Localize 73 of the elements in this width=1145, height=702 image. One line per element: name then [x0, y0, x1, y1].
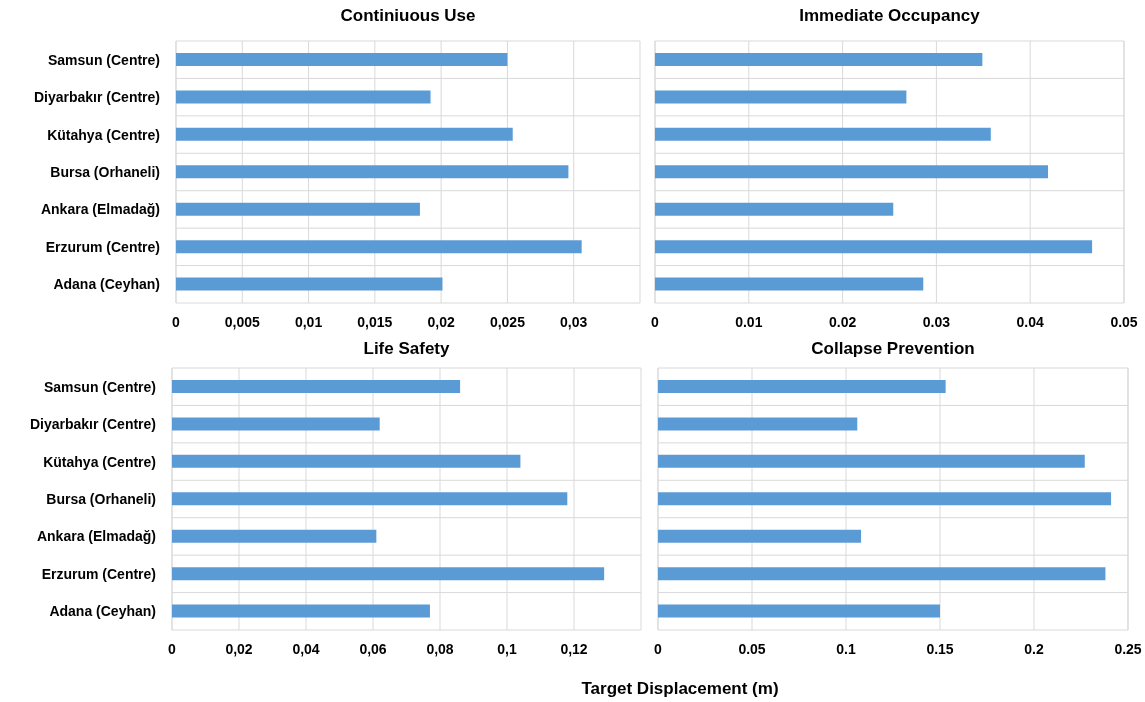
x-tick-label: 0	[654, 640, 663, 657]
x-tick-label: 0.1	[836, 640, 856, 657]
bar	[655, 277, 924, 291]
bar	[172, 417, 380, 431]
bar	[655, 90, 907, 104]
bar	[655, 127, 991, 141]
x-tick-label: 0	[168, 640, 177, 657]
x-tick-label: 0,06	[359, 640, 387, 657]
x-tick-label: 0	[651, 313, 660, 330]
y-tick-label: Samsun (Centre)	[47, 51, 160, 68]
y-tick-label: Erzurum (Centre)	[45, 238, 160, 255]
chart-title: Immediate Occupancy	[798, 6, 981, 26]
y-tick-label: Kütahya (Centre)	[43, 453, 156, 470]
x-tick-label: 0	[172, 313, 181, 330]
bar	[172, 604, 430, 618]
x-tick-label: 0,1	[497, 640, 517, 657]
x-tick-label: 0.2	[1024, 640, 1044, 657]
x-tick-label: 0.05	[1110, 313, 1138, 330]
x-tick-label: 0.01	[735, 313, 763, 330]
bar	[655, 240, 1093, 254]
y-tick-label: Ankara (Elmadağ)	[36, 528, 156, 545]
bar	[658, 492, 1112, 506]
chart-title: Continiuous Use	[339, 6, 477, 26]
bar	[658, 567, 1106, 581]
chart-title: Life Safety	[362, 339, 451, 359]
bar	[176, 127, 513, 141]
bar	[658, 604, 940, 618]
y-tick-label: Ankara (Elmadağ)	[40, 201, 160, 218]
bar	[176, 90, 431, 104]
bar	[658, 454, 1085, 468]
bar	[176, 277, 443, 291]
x-tick-label: 0.04	[1016, 313, 1045, 330]
x-tick-label: 0,04	[292, 640, 320, 657]
bar	[658, 529, 862, 543]
x-tick-label: 0,025	[489, 313, 526, 330]
bar	[172, 529, 377, 543]
bar	[176, 240, 582, 254]
bar	[176, 202, 420, 216]
y-tick-label: Kütahya (Centre)	[47, 126, 160, 143]
y-tick-label: Samsun (Centre)	[43, 378, 156, 395]
x-tick-label: 0,08	[426, 640, 454, 657]
bar	[176, 165, 569, 179]
x-tick-label: 0,12	[560, 640, 588, 657]
x-tick-label: 0,02	[427, 313, 455, 330]
bar	[172, 567, 605, 581]
y-tick-label: Bursa (Orhaneli)	[50, 163, 160, 180]
bar	[655, 165, 1049, 179]
x-tick-label: 0,01	[294, 313, 323, 330]
x-tick-label: 0.15	[926, 640, 954, 657]
bar	[658, 417, 858, 431]
bar	[176, 53, 508, 66]
x-tick-label: 0.03	[922, 313, 951, 330]
bar	[172, 380, 461, 393]
x-tick-label: 0,005	[224, 313, 261, 330]
bar	[655, 202, 894, 216]
bar	[658, 380, 946, 393]
x-axis-title: Target Displacement (m)	[580, 679, 780, 699]
bar	[172, 492, 568, 506]
y-tick-label: Bursa (Orhaneli)	[46, 490, 156, 507]
y-tick-label: Diyarbakır (Centre)	[33, 89, 160, 106]
x-tick-label: 0.25	[1114, 640, 1142, 657]
y-tick-label: Adana (Ceyhan)	[53, 276, 160, 293]
x-tick-label: 0,03	[560, 313, 588, 330]
x-tick-label: 0.05	[738, 640, 766, 657]
bar	[655, 53, 983, 66]
y-tick-label: Diyarbakır (Centre)	[29, 416, 156, 433]
y-tick-label: Adana (Ceyhan)	[49, 603, 156, 620]
x-tick-label: 0,015	[357, 313, 393, 330]
y-tick-label: Erzurum (Centre)	[41, 565, 156, 582]
x-tick-label: 0.02	[828, 313, 857, 330]
x-tick-label: 0,02	[225, 640, 253, 657]
bar	[172, 454, 521, 468]
chart-title: Collapse Prevention	[810, 339, 976, 359]
